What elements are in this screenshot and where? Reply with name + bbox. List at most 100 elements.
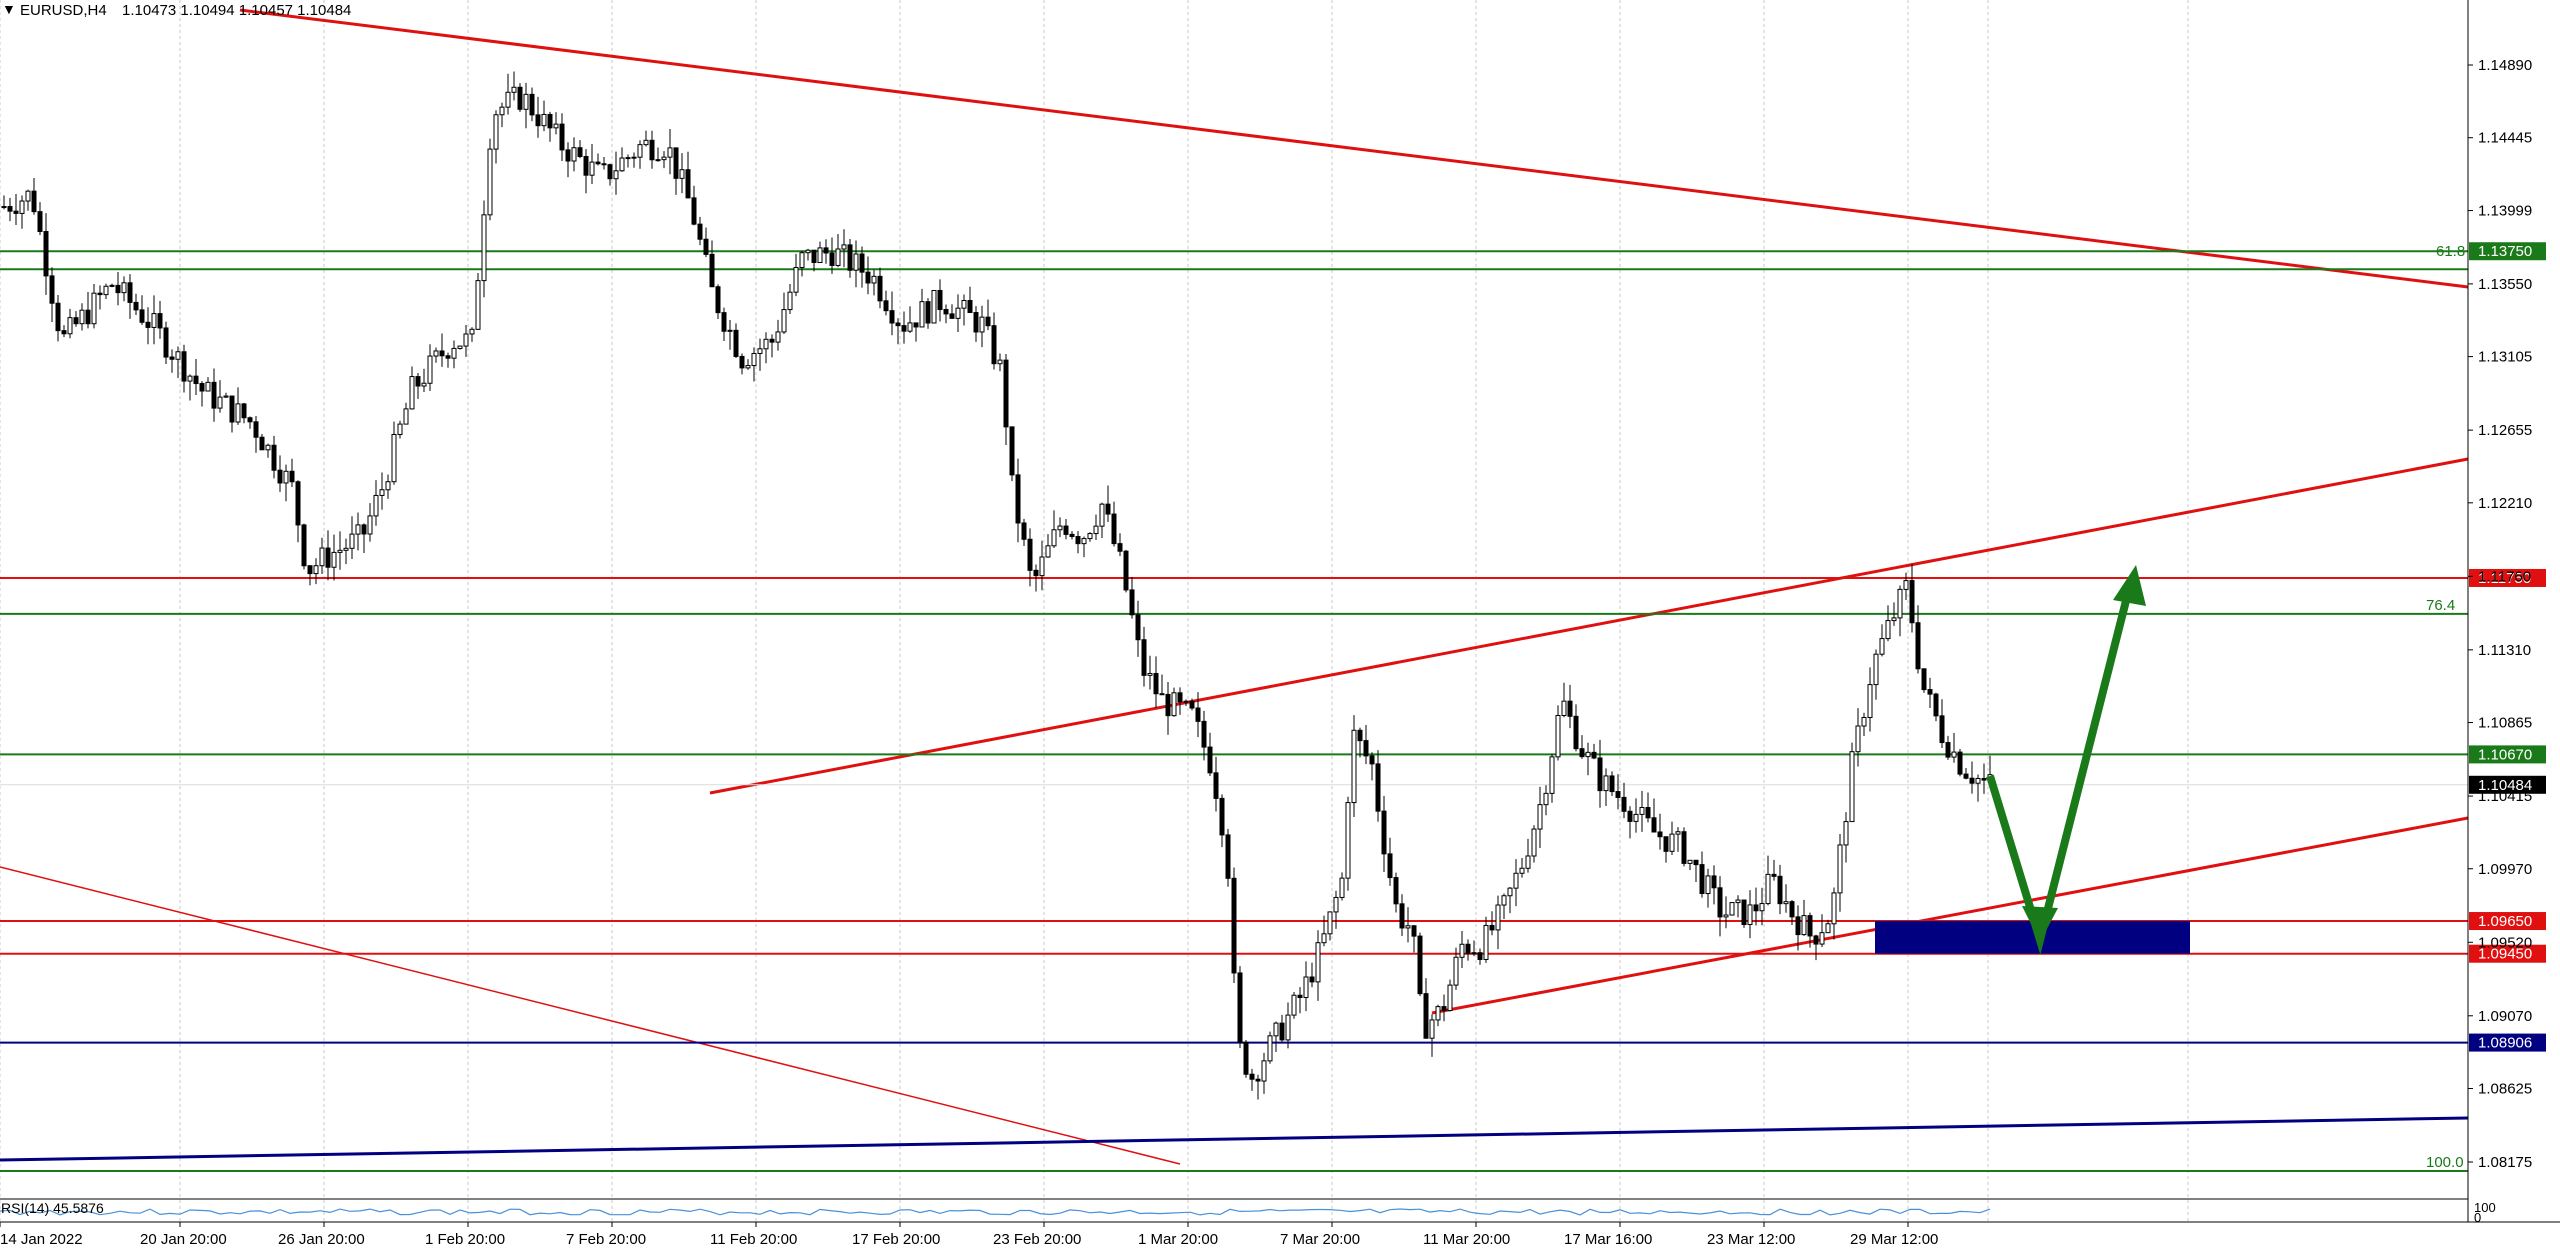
candle-body [679, 169, 685, 179]
candle-body [505, 91, 511, 108]
candle-body [1273, 1022, 1279, 1037]
candle-body [1777, 875, 1783, 905]
candle-body [1891, 617, 1897, 622]
candle-body [1033, 569, 1039, 577]
level-price-badge [2469, 944, 2546, 963]
candle-body [1165, 693, 1171, 717]
candle-body [811, 249, 817, 263]
candle-body [1333, 896, 1339, 913]
price-tick-label: 1.09970 [2478, 861, 2532, 878]
candle-body [1753, 904, 1759, 912]
candle-body [1459, 943, 1465, 958]
candle-body [337, 549, 343, 553]
candle-body [1789, 901, 1795, 918]
price-tick-label: 1.13999 [2478, 203, 2532, 220]
candle-body [1855, 725, 1861, 753]
candle-body [1069, 533, 1075, 538]
candle-body [781, 309, 787, 333]
candle-body [985, 316, 991, 327]
candle-body [541, 113, 547, 127]
candle-body [439, 350, 445, 357]
candle-body [181, 351, 187, 382]
candle-body [361, 524, 367, 535]
candle-body [1009, 426, 1015, 476]
candle-body [1561, 700, 1567, 717]
chart-menu-icon[interactable]: ▼ [2, 1, 16, 17]
candle-body [949, 313, 955, 319]
candle-body [1123, 550, 1129, 591]
level-price-label: 1.09450 [2478, 946, 2532, 963]
fib-level-label: 76.4 [2426, 597, 2455, 614]
time-tick-label: 7 Mar 20:00 [1280, 1231, 1360, 1248]
candle-body [979, 316, 985, 333]
candle-body [1885, 620, 1891, 640]
candle-body [199, 383, 205, 392]
candle-body [1969, 777, 1975, 784]
candle-body [1663, 836, 1669, 852]
candle-body [157, 313, 163, 329]
candle-body [1615, 791, 1621, 798]
price-tick-label: 1.12655 [2478, 422, 2532, 439]
candle-body [1585, 751, 1591, 758]
candle-body [1747, 904, 1753, 925]
candle-body [61, 330, 67, 335]
candle-body [577, 147, 583, 158]
time-tick-label: 14 Jan 2022 [0, 1231, 83, 1248]
price-tick-label: 1.13105 [2478, 349, 2532, 366]
candle-body [1351, 729, 1357, 804]
candle-body [1549, 756, 1555, 794]
candle-body [1453, 956, 1459, 986]
candle-body [1207, 746, 1213, 774]
candle-body [871, 275, 877, 284]
candle-body [271, 444, 277, 471]
level-price-badge [2469, 912, 2546, 931]
time-tick-label: 17 Mar 16:00 [1564, 1231, 1652, 1248]
candle-body [1129, 589, 1135, 616]
candle-body [625, 157, 631, 160]
rsi-label: RSI(14) 45.5876 [1, 1200, 104, 1216]
candle-body [1699, 864, 1705, 895]
candle-body [601, 163, 607, 166]
candle-body [1933, 693, 1939, 717]
candle-body [1621, 796, 1627, 812]
candle-body [655, 159, 661, 162]
candle-body [487, 148, 493, 216]
candle-body [733, 329, 739, 357]
candle-body [121, 282, 127, 294]
price-tick-label: 1.12210 [2478, 495, 2532, 512]
candle-body [613, 170, 619, 180]
candle-body [739, 355, 745, 369]
candle-body [1021, 522, 1027, 540]
candle-body [1837, 844, 1843, 894]
candle-body [55, 302, 61, 332]
candle-body [283, 470, 289, 484]
candle-body [415, 376, 421, 387]
level-price-badge [2469, 1033, 2546, 1052]
candle-body [1903, 580, 1909, 590]
candle-body [1471, 952, 1477, 955]
candle-body [31, 190, 37, 213]
candle-body [355, 524, 361, 535]
candle-body [1609, 775, 1615, 793]
candle-body [1105, 503, 1111, 515]
candles [1, 71, 1993, 1100]
level-price-label: 1.10484 [2478, 777, 2532, 794]
candle-body [1723, 914, 1729, 918]
candle-body [1003, 359, 1009, 428]
candle-body [745, 365, 751, 369]
price-tick-label: 1.14445 [2478, 130, 2532, 147]
candle-body [1711, 875, 1717, 889]
candle-body [877, 275, 883, 302]
price-tick-label: 1.08625 [2478, 1080, 2532, 1097]
candle-body [847, 244, 853, 271]
candle-body [1201, 720, 1207, 748]
rsi-line [0, 1208, 1991, 1216]
candle-body [1939, 715, 1945, 744]
time-tick-label: 11 Mar 20:00 [1423, 1231, 1510, 1248]
candle-body [1627, 810, 1633, 822]
candle-body [1759, 903, 1765, 912]
candle-body [1339, 877, 1345, 898]
